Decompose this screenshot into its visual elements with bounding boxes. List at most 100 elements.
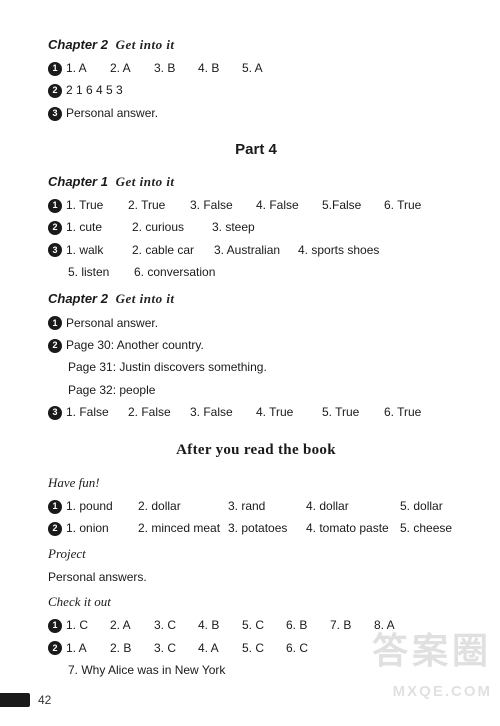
answer-cell: 3. Australian [214, 240, 298, 260]
bullet-1-icon: 1 [48, 619, 62, 633]
p4c2-q2-line1: 2 Page 30: Another country. [48, 335, 464, 355]
p4c2-q2-line2: Page 31: Justin discovers something. [48, 357, 464, 377]
answer-cell: 5. cheese [400, 518, 460, 538]
answer-text: 7. Why Alice was in New York [68, 660, 225, 680]
answer-cell: 3. B [154, 58, 198, 78]
top-ch2-q1-row: 1 1. A2. A3. B4. B5. A [48, 58, 464, 78]
bullet-3-icon: 3 [48, 406, 62, 420]
watermark-url: MXQE.COM [393, 679, 492, 705]
page-tab-decoration [0, 693, 30, 707]
chapter-prefix: Chapter 2 [48, 37, 108, 52]
project-label: Project [48, 543, 464, 565]
answer-cell: 5. True [322, 402, 384, 422]
bullet-1-icon: 1 [48, 316, 62, 330]
answer-cell: 5. C [242, 638, 286, 658]
answer-cell: 4. tomato paste [306, 518, 400, 538]
bullet-2-icon: 2 [48, 641, 62, 655]
chapter-suffix: Get into it [116, 37, 175, 52]
answer-cell: 4. False [256, 195, 322, 215]
answer-cell: 2. A [110, 615, 154, 635]
answer-cell: 6. conversation [134, 262, 216, 282]
project-text: Personal answers. [48, 567, 464, 587]
answer-cell: 2. B [110, 638, 154, 658]
answer-text: Personal answer. [66, 313, 158, 333]
answer-cell: 2. A [110, 58, 154, 78]
answer-cell: 4. A [198, 638, 242, 658]
p4c1-q2-row: 2 1. cute2. curious3. steep [48, 217, 464, 237]
p4c2-q1-row: 1 Personal answer. [48, 313, 464, 333]
answer-cell: 3. steep [212, 217, 282, 237]
answer-cell: 5. dollar [400, 496, 460, 516]
answer-text: 2 1 6 4 5 3 [66, 80, 123, 100]
answer-cell: 2. False [128, 402, 190, 422]
chapter-suffix: Get into it [116, 174, 175, 189]
have-fun-label: Have fun! [48, 472, 464, 494]
answer-cell: 1. False [66, 402, 128, 422]
answer-cell: 5.False [322, 195, 384, 215]
answer-cell: 2. minced meat [138, 518, 228, 538]
page-footer: 42 [0, 690, 51, 710]
p4c2-q3-row: 3 1. False2. False3. False4. True5. True… [48, 402, 464, 422]
answer-cell: 1. A [66, 638, 110, 658]
part4-ch2-title: Chapter 2 Get into it [48, 288, 464, 310]
answer-cell: 2. curious [132, 217, 212, 237]
after-q1-row: 1 1. pound2. dollar3. rand4. dollar5. do… [48, 496, 464, 516]
answer-cell: 1. C [66, 615, 110, 635]
answer-text: Page 30: Another country. [66, 335, 204, 355]
answer-cell: 3. C [154, 638, 198, 658]
answer-cell: 6. True [384, 195, 436, 215]
answer-cell: 7. B [330, 615, 374, 635]
check-q2-row2: 7. Why Alice was in New York [48, 660, 464, 680]
part4-ch1-title: Chapter 1 Get into it [48, 171, 464, 193]
answer-cell: 2. dollar [138, 496, 228, 516]
bullet-1-icon: 1 [48, 199, 62, 213]
answer-cell: 1. walk [66, 240, 132, 260]
check-q2-row1: 2 1. A2. B3. C4. A5. C6. C [48, 638, 464, 658]
answer-cell: 6. C [286, 638, 330, 658]
answer-text: Personal answer. [66, 103, 158, 123]
answer-cell: 1. onion [66, 518, 138, 538]
bullet-2-icon: 2 [48, 339, 62, 353]
bullet-2-icon: 2 [48, 522, 62, 536]
answer-cell: 3. False [190, 195, 256, 215]
after-q2-row: 2 1. onion2. minced meat3. potatoes4. to… [48, 518, 464, 538]
bullet-3-icon: 3 [48, 107, 62, 121]
answer-cell: 4. B [198, 615, 242, 635]
p4c1-q3-row1: 3 1. walk2. cable car3. Australian4. spo… [48, 240, 464, 260]
answer-cell: 3. C [154, 615, 198, 635]
answer-cell: 4. True [256, 402, 322, 422]
answer-cell: 5. C [242, 615, 286, 635]
answer-cell: 4. dollar [306, 496, 400, 516]
top-ch2-q2-row: 2 2 1 6 4 5 3 [48, 80, 464, 100]
check-q1-row: 1 1. C2. A3. C4. B5. C6. B7. B8. A [48, 615, 464, 635]
p4c1-q3-row2: 5. listen6. conversation [48, 262, 464, 282]
bullet-2-icon: 2 [48, 84, 62, 98]
bullet-1-icon: 1 [48, 62, 62, 76]
bullet-1-icon: 1 [48, 500, 62, 514]
after-title: After you read the book [48, 438, 464, 464]
check-label: Check it out [48, 591, 464, 613]
top-ch2-q3-row: 3 Personal answer. [48, 103, 464, 123]
answer-cell: 4. B [198, 58, 242, 78]
answer-cell: 6. B [286, 615, 330, 635]
bullet-2-icon: 2 [48, 221, 62, 235]
answer-cell: 1. cute [66, 217, 132, 237]
answer-cell: 5. listen [68, 262, 134, 282]
answer-cell: 4. sports shoes [298, 240, 398, 260]
bullet-3-icon: 3 [48, 243, 62, 257]
answer-text: Page 31: Justin discovers something. [68, 357, 267, 377]
chapter2-top-title: Chapter 2 Get into it [48, 34, 464, 56]
answer-cell: 1. True [66, 195, 128, 215]
answer-cell: 2. cable car [132, 240, 214, 260]
answer-cell: 2. True [128, 195, 190, 215]
chapter-prefix: Chapter 2 [48, 291, 108, 306]
answer-cell: 1. A [66, 58, 110, 78]
answer-cell: 5. A [242, 58, 286, 78]
chapter-suffix: Get into it [116, 291, 175, 306]
p4c2-q2-line3: Page 32: people [48, 380, 464, 400]
answer-cell: 3. rand [228, 496, 306, 516]
chapter-prefix: Chapter 1 [48, 174, 108, 189]
answer-cell: 6. True [384, 402, 436, 422]
page-number: 42 [38, 690, 51, 710]
answer-cell: 8. A [374, 615, 418, 635]
